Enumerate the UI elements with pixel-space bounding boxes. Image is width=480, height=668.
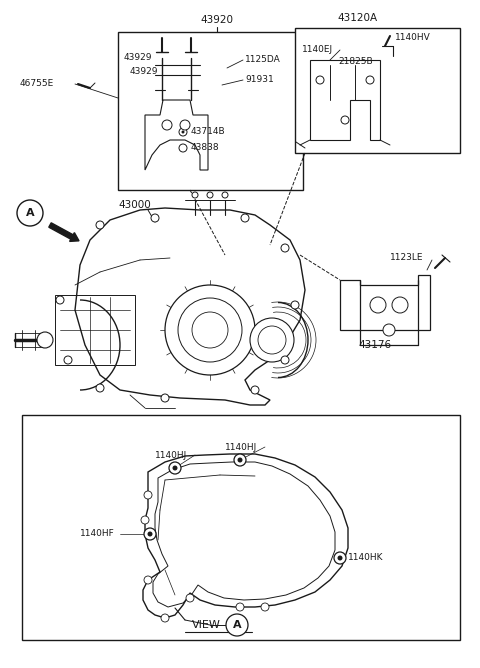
Circle shape [141, 516, 149, 524]
Circle shape [169, 462, 181, 474]
Circle shape [96, 221, 104, 229]
Text: 1140HK: 1140HK [348, 554, 384, 562]
FancyArrow shape [49, 223, 79, 241]
Circle shape [37, 332, 53, 348]
Circle shape [17, 200, 43, 226]
Circle shape [236, 603, 244, 611]
Text: 43120A: 43120A [338, 13, 378, 23]
Circle shape [258, 326, 286, 354]
Text: 43714B: 43714B [191, 128, 226, 136]
Text: 21825B: 21825B [338, 57, 372, 67]
Circle shape [234, 454, 246, 466]
Circle shape [251, 386, 259, 394]
Circle shape [186, 594, 194, 602]
Text: 43176: 43176 [358, 340, 391, 350]
Circle shape [238, 458, 242, 462]
Circle shape [181, 130, 184, 134]
Circle shape [161, 614, 169, 622]
Text: 43929: 43929 [130, 67, 158, 77]
Circle shape [383, 324, 395, 336]
Circle shape [207, 192, 213, 198]
Circle shape [179, 144, 187, 152]
Circle shape [366, 76, 374, 84]
Circle shape [165, 285, 255, 375]
Text: 1140EJ: 1140EJ [302, 45, 333, 55]
Circle shape [144, 491, 152, 499]
Circle shape [144, 528, 156, 540]
Circle shape [144, 576, 152, 584]
Bar [118, 32, 303, 190]
Circle shape [151, 214, 159, 222]
Bar [22, 415, 460, 640]
Circle shape [56, 296, 64, 304]
Circle shape [392, 297, 408, 313]
Circle shape [334, 552, 346, 564]
Circle shape [64, 356, 72, 364]
Circle shape [341, 116, 349, 124]
Bar [55, 295, 135, 365]
Bar [295, 28, 460, 153]
Text: 91931: 91931 [245, 75, 274, 84]
Text: 1140HJ: 1140HJ [155, 450, 187, 460]
Circle shape [179, 128, 187, 136]
Circle shape [180, 120, 190, 130]
Text: 1140HF: 1140HF [80, 530, 115, 538]
Text: 43000: 43000 [118, 200, 151, 210]
Circle shape [192, 192, 198, 198]
Circle shape [162, 120, 172, 130]
Text: 43920: 43920 [201, 15, 233, 25]
Circle shape [178, 298, 242, 362]
Circle shape [147, 532, 153, 536]
Circle shape [222, 192, 228, 198]
Circle shape [96, 384, 104, 392]
Text: 43929: 43929 [124, 53, 153, 63]
Text: 43838: 43838 [191, 144, 220, 152]
Circle shape [261, 603, 269, 611]
Text: VIEW: VIEW [192, 620, 221, 630]
Circle shape [337, 556, 343, 560]
Circle shape [161, 394, 169, 402]
Circle shape [192, 312, 228, 348]
Circle shape [241, 214, 249, 222]
Circle shape [291, 301, 299, 309]
Text: A: A [26, 208, 34, 218]
Text: A: A [233, 620, 241, 630]
Text: 1140HV: 1140HV [395, 33, 431, 43]
Circle shape [281, 356, 289, 364]
Circle shape [281, 244, 289, 252]
Circle shape [316, 76, 324, 84]
Text: 1140HJ: 1140HJ [225, 442, 257, 452]
Text: 46755E: 46755E [20, 79, 54, 88]
Circle shape [370, 297, 386, 313]
Circle shape [172, 466, 178, 470]
Circle shape [250, 318, 294, 362]
Text: 1123LE: 1123LE [390, 253, 423, 261]
Circle shape [226, 614, 248, 636]
Text: 1125DA: 1125DA [245, 55, 281, 65]
